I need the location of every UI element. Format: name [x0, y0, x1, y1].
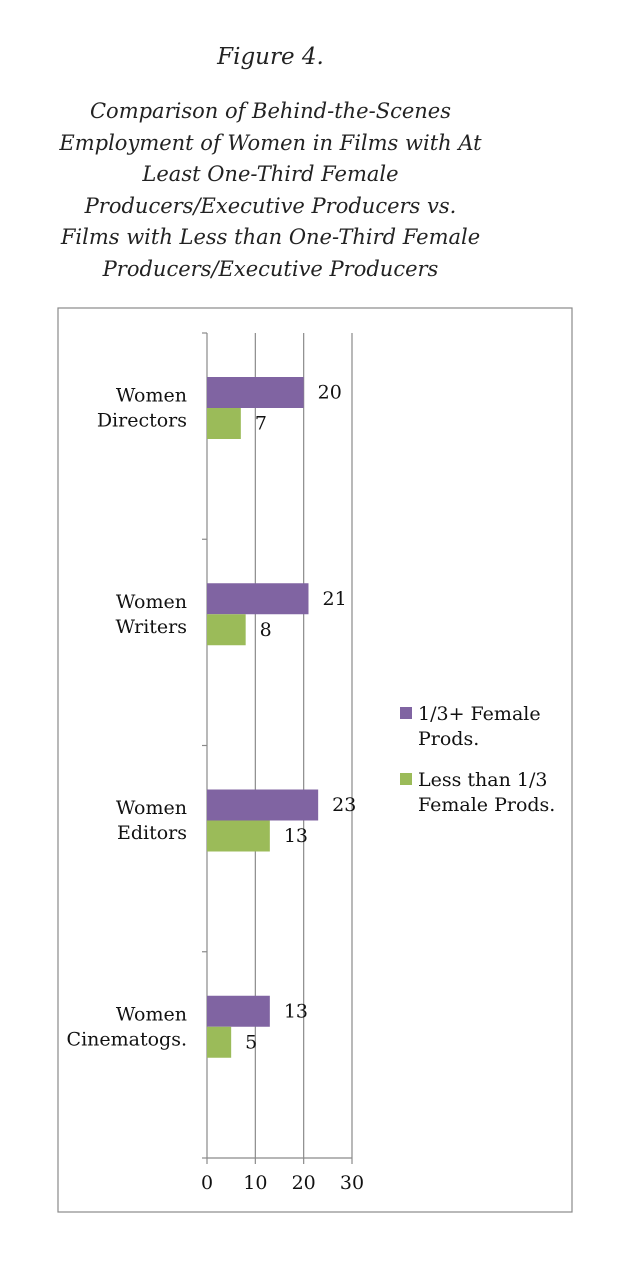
category-label: Women	[116, 591, 187, 613]
title-line: Employment of Women in Films with At	[59, 130, 482, 155]
bar	[207, 789, 319, 821]
figure-label: Figure 4.	[217, 44, 324, 70]
title-line: Producers/Executive Producers	[102, 256, 439, 281]
bar	[207, 408, 241, 439]
x-tick-label: 10	[243, 1172, 267, 1194]
legend-swatch	[400, 773, 412, 785]
bar	[207, 995, 270, 1027]
legend-label: Less than 1/3	[418, 769, 547, 791]
data-label: 13	[284, 825, 308, 847]
legend-label: Prods.	[418, 728, 479, 750]
title-line: Producers/Executive Producers vs.	[84, 193, 457, 218]
data-label: 8	[260, 619, 272, 641]
bar	[207, 820, 270, 852]
x-tick-label: 0	[201, 1172, 213, 1194]
category-label: Cinematogs.	[67, 1028, 187, 1050]
data-label: 5	[245, 1031, 257, 1053]
category-label: Writers	[115, 616, 187, 638]
data-label: 20	[318, 382, 342, 404]
category-label: Women	[116, 1003, 187, 1025]
title-line: Films with Less than One-Third Female	[60, 225, 481, 249]
legend-label: Female Prods.	[418, 794, 555, 816]
data-label: 23	[332, 794, 356, 816]
legend-swatch	[400, 707, 412, 719]
title-line: Comparison of Behind-the-Scenes	[89, 99, 451, 123]
category-label: Women	[116, 797, 187, 819]
data-label: 21	[323, 588, 347, 610]
bar	[207, 583, 309, 615]
category-label: Editors	[117, 822, 187, 844]
bar	[207, 614, 246, 646]
bar	[207, 1026, 232, 1058]
bar	[207, 377, 304, 408]
figure-title: Comparison of Behind-the-Scenes Employme…	[28, 96, 513, 285]
data-label: 13	[284, 1000, 308, 1022]
x-tick-label: 20	[292, 1172, 316, 1194]
category-label: Directors	[97, 410, 187, 432]
chart-frame	[57, 307, 573, 1213]
category-label: Women	[116, 385, 187, 407]
data-label: 7	[255, 413, 267, 435]
title-line: Least One-Third Female	[142, 162, 399, 186]
x-tick-label: 30	[340, 1172, 364, 1194]
legend-label: 1/3+ Female	[418, 703, 541, 725]
